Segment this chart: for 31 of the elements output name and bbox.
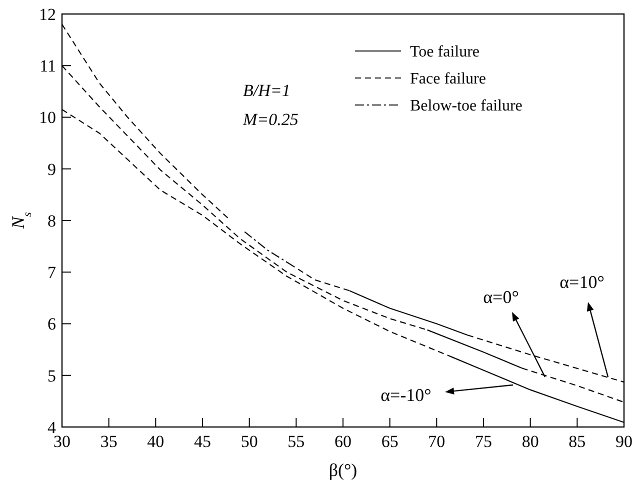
x-tick-label: 75 [475,432,492,451]
y-tick-label: 9 [48,160,56,179]
x-axis-title: β(°) [328,460,358,480]
y-tick-label: 12 [39,4,56,24]
y-tick-label: 7 [48,263,56,282]
x-tick-label: 30 [54,432,70,451]
annotation: α=-10° [380,385,432,405]
x-tick-label: 45 [194,432,211,451]
legend-label: Face failure [410,70,486,88]
annotation: M=0.25 [242,110,298,129]
legend-label: Below-toe failure [410,98,522,115]
x-tick-label: 70 [428,432,446,451]
x-tick-label: 35 [100,432,118,451]
annotation: α=0° [483,287,519,307]
annotation: α=10° [560,272,604,292]
x-tick-label: 85 [568,432,586,451]
x-tick-label: 55 [288,432,305,451]
x-tick-label: 60 [334,432,352,451]
annotation: B/H=1 [243,81,290,100]
y-tick-label: 10 [39,108,56,128]
x-tick-label: 40 [147,432,164,451]
x-tick-label: 90 [616,432,632,451]
y-tick-label: 6 [48,314,56,334]
y-tick-label: 8 [48,211,56,230]
y-tick-label: 11 [40,56,56,76]
legend-label: Toe failure [410,44,480,61]
y-tick-label: 4 [48,418,56,437]
x-tick-label: 65 [381,432,398,451]
y-tick-label: 5 [48,366,56,386]
x-tick-label: 50 [240,432,258,451]
x-tick-label: 80 [522,432,539,451]
